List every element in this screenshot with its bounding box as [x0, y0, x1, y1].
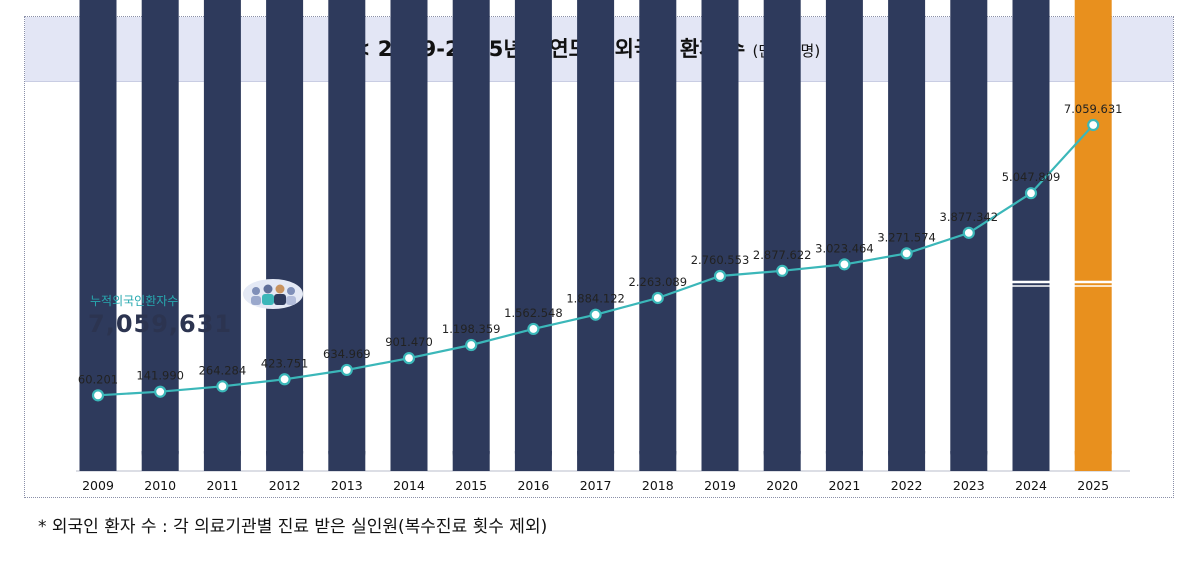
summary-label: 누적외국인환자수: [90, 294, 179, 308]
line-value-label: 3.877.342: [940, 210, 999, 224]
line-point-2013: [340, 363, 353, 377]
bar-2018: [639, 0, 677, 471]
bar-2013: [328, 0, 366, 471]
line-point-2021: [838, 258, 851, 271]
line-point-2011: [216, 380, 229, 393]
line-value-label: 5.047.809: [1002, 170, 1061, 184]
bar-2015: [452, 0, 490, 471]
line-value-label: 901.470: [385, 335, 433, 349]
x-tick-2025: 2025: [1077, 478, 1109, 493]
line-point-2020: [776, 264, 789, 277]
bar-2010: [141, 0, 179, 471]
bar-2011: [203, 0, 241, 471]
bar-2021: [825, 0, 863, 471]
x-tick-2020: 2020: [766, 478, 798, 493]
x-tick-2010: 2010: [144, 478, 176, 493]
x-tick-2018: 2018: [642, 478, 674, 493]
line-point-2014: [402, 352, 416, 365]
line-value-label: 634.969: [323, 347, 371, 361]
x-tick-2021: 2021: [828, 478, 860, 493]
bar-2009: [79, 0, 117, 471]
bar-2016: [514, 0, 552, 471]
line-point-2015: [465, 338, 478, 352]
x-tick-2017: 2017: [580, 478, 612, 493]
line-point-2009: [91, 389, 105, 402]
line-point-2017: [589, 308, 602, 321]
line-value-label: 2.263.089: [629, 275, 688, 289]
x-tick-2024: 2024: [1015, 478, 1047, 493]
x-tick-2019: 2019: [704, 478, 736, 493]
bar-2020: [763, 0, 801, 471]
line-point-2018: [651, 291, 664, 305]
line-value-label: 1.884.122: [566, 292, 625, 306]
line-point-2016: [527, 322, 540, 336]
x-tick-2023: 2023: [953, 478, 985, 493]
line-value-label: 3.023.464: [815, 241, 874, 255]
x-tick-2022: 2022: [891, 478, 923, 493]
x-tick-2016: 2016: [517, 478, 549, 493]
bar-2025: [1073, 0, 1113, 471]
line-value-label: 141.990: [136, 369, 184, 383]
line-point-2022: [900, 247, 913, 260]
x-tick-2011: 2011: [206, 478, 238, 493]
x-tick-2009: 2009: [82, 478, 114, 493]
line-value-label: 1.198.359: [442, 322, 501, 336]
line-value-label: 264.284: [199, 363, 247, 377]
bar-2014: [390, 0, 428, 471]
x-tick-2013: 2013: [331, 478, 363, 493]
line-value-label: 1.562.548: [504, 306, 563, 320]
footnote: * 외국인 환자 수 : 각 의료기관별 진료 받은 실인원(복수진료 횟수 제…: [38, 517, 548, 537]
line-value-label: 2.760.553: [691, 253, 750, 267]
line-value-label: 60.201: [78, 372, 118, 386]
line-value-label: 7.059.631: [1064, 102, 1123, 116]
bar-2019: [701, 0, 739, 471]
line-point-2010: [154, 385, 167, 398]
summary-value: 7,059,631: [88, 310, 233, 338]
line-point-2019: [713, 269, 727, 283]
bar-2017: [577, 0, 615, 471]
line-value-label: 3.271.574: [877, 230, 936, 244]
line-value-label: 2.877.622: [753, 248, 812, 262]
x-tick-2015: 2015: [455, 478, 487, 493]
line-value-label: 423.751: [261, 356, 309, 370]
line-point-2024: [1024, 187, 1038, 200]
line-point-2012: [278, 373, 291, 386]
people-icon: [243, 279, 303, 309]
line-point-2025: [1087, 118, 1100, 132]
bar-2024: [1011, 0, 1051, 471]
x-tick-2012: 2012: [269, 478, 301, 493]
bar-2012: [266, 0, 304, 471]
line-point-2023: [962, 226, 975, 239]
x-tick-2014: 2014: [393, 478, 425, 493]
bar-2022: [888, 0, 926, 471]
